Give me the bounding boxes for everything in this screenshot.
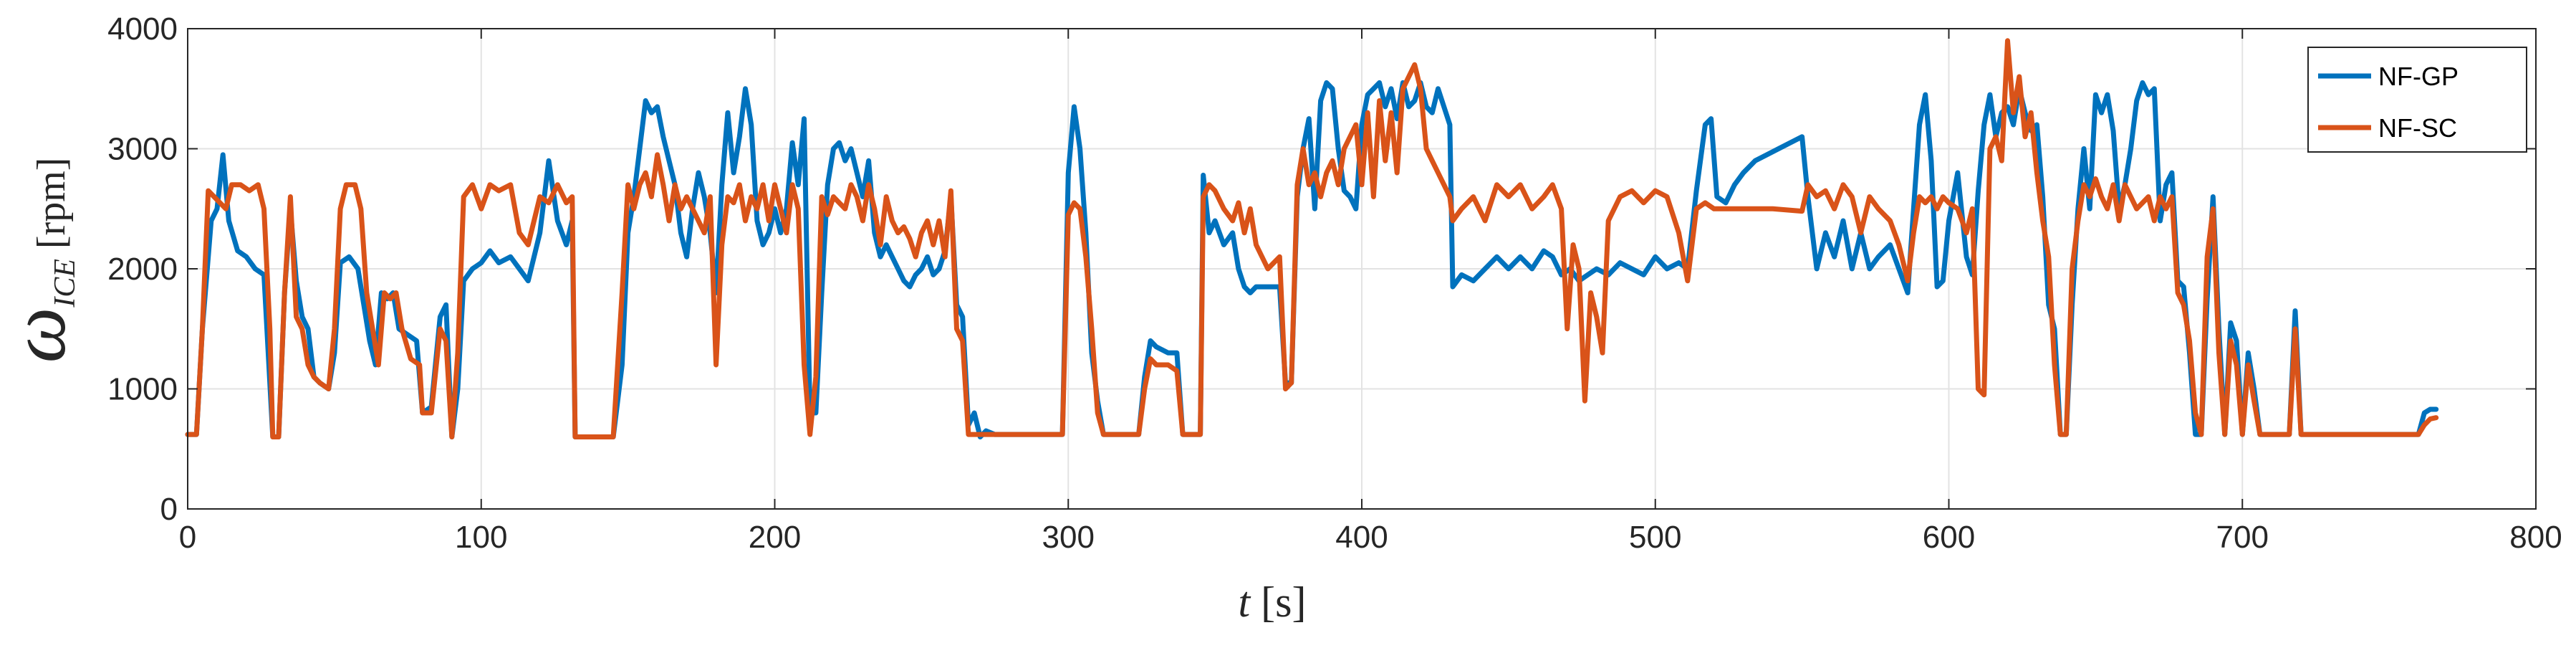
y-axis-label-sub: ICE: [49, 259, 82, 308]
legend-label-nf-gp: NF-GP: [2378, 62, 2459, 91]
y-tick-label: 0: [160, 492, 178, 527]
x-tick-label: 500: [1629, 520, 1681, 555]
x-tick-label: 0: [179, 520, 196, 555]
x-axis-label: t [s]: [1239, 578, 1307, 626]
legend-box: [2307, 47, 2527, 153]
x-axis-label-var: t: [1239, 578, 1251, 626]
y-axis-ticks: 0 1000 2000 3000 4000: [107, 11, 2536, 527]
series-line-nf-sc: [185, 38, 2439, 439]
legend: NF-GP NF-SC: [2307, 47, 2527, 153]
x-tick-label: 200: [749, 520, 801, 555]
x-tick-label: 600: [1923, 520, 1975, 555]
y-tick-label: 3000: [107, 132, 178, 167]
x-axis-label-unit: [s]: [1250, 578, 1306, 626]
x-tick-label: 800: [2509, 520, 2562, 555]
y-axis-label-unit: [rpm]: [29, 158, 74, 259]
x-tick-label: 300: [1042, 520, 1095, 555]
x-tick-label: 400: [1335, 520, 1388, 555]
legend-label-nf-sc: NF-SC: [2378, 113, 2457, 143]
y-tick-label: 4000: [107, 11, 178, 47]
x-tick-label: 700: [2216, 520, 2269, 555]
y-axis-label-var: ω: [0, 308, 82, 363]
series-group: [185, 38, 2439, 439]
x-tick-label: 100: [455, 520, 507, 555]
y-tick-label: 2000: [107, 252, 178, 287]
y-axis-label: ωICE [rpm]: [0, 158, 82, 363]
y-tick-label: 1000: [107, 372, 178, 407]
x-axis-ticks: 0 100 200 300 400 500 600 700 800: [179, 29, 2562, 555]
